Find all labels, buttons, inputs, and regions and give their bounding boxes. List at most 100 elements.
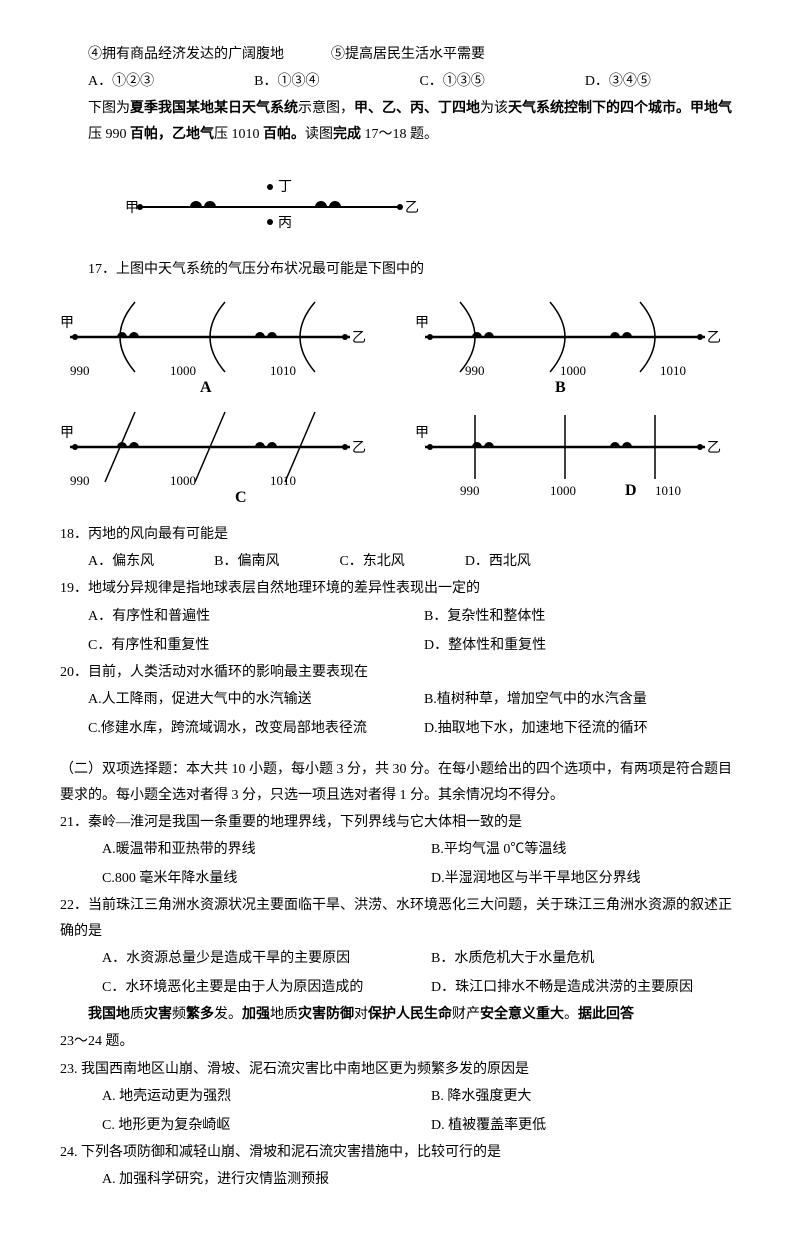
- svg-text:1000: 1000: [170, 473, 196, 488]
- q21-C: C.800 毫米年降水量线: [102, 866, 411, 891]
- t: 下图为: [88, 101, 130, 116]
- svg-text:990: 990: [460, 483, 480, 498]
- t: 完成: [333, 127, 361, 142]
- q22-C: C．水环境恶化主要是由于人为原因造成的: [102, 975, 411, 1000]
- q22-text: 22．当前珠江三角洲水资源状况主要面临干旱、洪涝、水环境恶化三大问题，关于珠江三…: [60, 893, 740, 943]
- t: 安全意义重大: [480, 1007, 564, 1022]
- t: 地质: [270, 1007, 298, 1022]
- isobar-B: 甲 乙 990 1000 1010 B: [415, 297, 725, 397]
- opt-line-1: ④拥有商品经济发达的广阔腹地 ⑤提高居民生活水平需要: [60, 42, 740, 67]
- isobar-A: 甲 乙 990 1000 1010 A: [60, 297, 370, 397]
- q19-C: C．有序性和重复性: [88, 633, 404, 658]
- svg-text:1010: 1010: [270, 473, 296, 488]
- yi-label: 乙: [405, 200, 419, 216]
- q21-options: A.暖温带和亚热带的界线 B.平均气温 0℃等温线 C.800 毫米年降水量线 …: [60, 837, 740, 891]
- svg-text:990: 990: [465, 363, 485, 378]
- svg-text:1010: 1010: [660, 363, 686, 378]
- q23-text: 23. 我国西南地区山崩、滑坡、泥石流灾害比中南地区更为频繁多发的原因是: [60, 1057, 740, 1082]
- t: 财产: [452, 1007, 480, 1022]
- t: 示意图，: [298, 101, 354, 116]
- svg-text:乙: 乙: [707, 330, 721, 346]
- q22-B: B．水质危机大于水量危机: [431, 946, 740, 971]
- q20-text: 20．目前，人类活动对水循环的影响最主要表现在: [60, 660, 740, 685]
- q18-D: D．西北风: [465, 549, 531, 574]
- q18-options: A．偏东风 B．偏南风 C．东北风 D．西北风: [60, 549, 740, 574]
- q21-A: A.暖温带和亚热带的界线: [102, 837, 411, 862]
- t: 我国地: [88, 1007, 130, 1022]
- isobar-D: 甲 乙 990 1000 D 1010: [415, 407, 725, 507]
- svg-text:990: 990: [70, 363, 90, 378]
- q19-A: A．有序性和普遍性: [88, 604, 404, 629]
- t: 百帕，乙地气: [130, 127, 214, 142]
- svg-text:甲: 甲: [60, 426, 74, 441]
- q20-C: C.修建水库，跨流域调水，改变局部地表径流: [88, 716, 404, 741]
- q21-B: B.平均气温 0℃等温线: [431, 837, 740, 862]
- t: 夏季我国某地某日天气系统: [130, 101, 298, 116]
- svg-text:1000: 1000: [170, 363, 196, 378]
- svg-text:乙: 乙: [352, 440, 366, 456]
- q23-options: A. 地壳运动更为强烈 B. 降水强度更大 C. 地形更为复杂崎岖 D. 植被覆…: [60, 1084, 740, 1138]
- q22-D: D．珠江口排水不畅是造成洪涝的主要原因: [431, 975, 740, 1000]
- svg-text:1000: 1000: [550, 483, 576, 498]
- t: 压 1010: [214, 127, 263, 142]
- svg-text:乙: 乙: [707, 440, 721, 456]
- t: 频: [172, 1007, 186, 1022]
- q18-C: C．东北风: [339, 549, 404, 574]
- jia-label: 甲: [125, 201, 139, 216]
- q18-text: 18．丙地的风向最有可能是: [60, 522, 740, 547]
- opt5: ⑤提高居民生活水平需要: [331, 47, 485, 62]
- optD: D．③④⑤: [585, 69, 651, 94]
- opt4: ④拥有商品经济发达的广阔腹地: [88, 47, 284, 62]
- q19-text: 19．地域分异规律是指地球表层自然地理环境的差异性表现出一定的: [60, 576, 740, 601]
- ding-label: 丁: [278, 180, 292, 195]
- q23-A: A. 地壳运动更为强烈: [102, 1084, 411, 1109]
- t: 17～18 题。: [361, 127, 438, 142]
- q20-D: D.抽取地下水，加速地下径流的循环: [424, 716, 740, 741]
- q23-C: C. 地形更为复杂崎岖: [102, 1113, 411, 1138]
- t: 灾害: [144, 1007, 172, 1022]
- q18-A: A．偏东风: [88, 549, 154, 574]
- t: 保护人民生命: [368, 1007, 452, 1022]
- t: 百帕。: [263, 127, 305, 142]
- t: 天气系统控制下的四个城市。甲地气: [508, 101, 732, 116]
- svg-text:C: C: [235, 489, 247, 506]
- t: 加强: [242, 1007, 270, 1022]
- section2: （二）双项选择题：本大共 10 小题，每小题 3 分，共 30 分。在每小题给出…: [60, 757, 740, 807]
- q19-options: A．有序性和普遍性 B．复杂性和整体性 C．有序性和重复性 D．整体性和重复性: [60, 604, 740, 658]
- t: 发。: [214, 1007, 242, 1022]
- svg-text:D: D: [625, 482, 637, 499]
- t: 据此回答: [578, 1007, 634, 1022]
- q22-A: A．水资源总量少是造成干旱的主要原因: [102, 946, 411, 971]
- svg-text:甲: 甲: [60, 316, 74, 331]
- intro-23-24-end: 23～24 题。: [60, 1029, 740, 1054]
- t: 读图: [305, 127, 333, 142]
- svg-text:1000: 1000: [560, 363, 586, 378]
- q24-A: A. 加强科学研究，进行灾情监测预报: [60, 1167, 740, 1192]
- optA: A．①②③: [88, 69, 154, 94]
- q19-B: B．复杂性和整体性: [424, 604, 740, 629]
- t: 甲、乙、丙、丁四地: [354, 101, 480, 116]
- q21-text: 21．秦岭—淮河是我国一条重要的地理界线，下列界线与它大体相一致的是: [60, 810, 740, 835]
- svg-text:甲: 甲: [415, 316, 429, 331]
- t: 。: [564, 1007, 578, 1022]
- t: 质: [130, 1007, 144, 1022]
- svg-text:乙: 乙: [352, 330, 366, 346]
- svg-text:A: A: [200, 379, 212, 396]
- svg-text:1010: 1010: [270, 363, 296, 378]
- q23-B: B. 降水强度更大: [431, 1084, 740, 1109]
- t: 繁多: [186, 1007, 214, 1022]
- isobar-grid: 甲 乙 990 1000 1010 A 甲 乙 990: [60, 297, 740, 507]
- optC: C．①③⑤: [419, 69, 484, 94]
- intro-23-24: 我国地质灾害频繁多发。加强地质灾害防御对保护人民生命财产安全意义重大。据此回答: [60, 1002, 740, 1027]
- q17-text: 17．上图中天气系统的气压分布状况最可能是下图中的: [60, 257, 740, 282]
- svg-text:1010: 1010: [655, 483, 681, 498]
- q20-A: A.人工降雨，促进大气中的水汽输送: [88, 687, 404, 712]
- svg-text:B: B: [555, 379, 566, 396]
- t: 为该: [480, 101, 508, 116]
- q23-D: D. 植被覆盖率更低: [431, 1113, 740, 1138]
- q21-D: D.半湿润地区与半干旱地区分界线: [431, 866, 740, 891]
- header-options: A．①②③ B．①③④ C．①③⑤ D．③④⑤: [60, 69, 740, 94]
- q19-D: D．整体性和重复性: [424, 633, 740, 658]
- bing-label: 丙: [278, 216, 292, 231]
- q18-B: B．偏南风: [214, 549, 279, 574]
